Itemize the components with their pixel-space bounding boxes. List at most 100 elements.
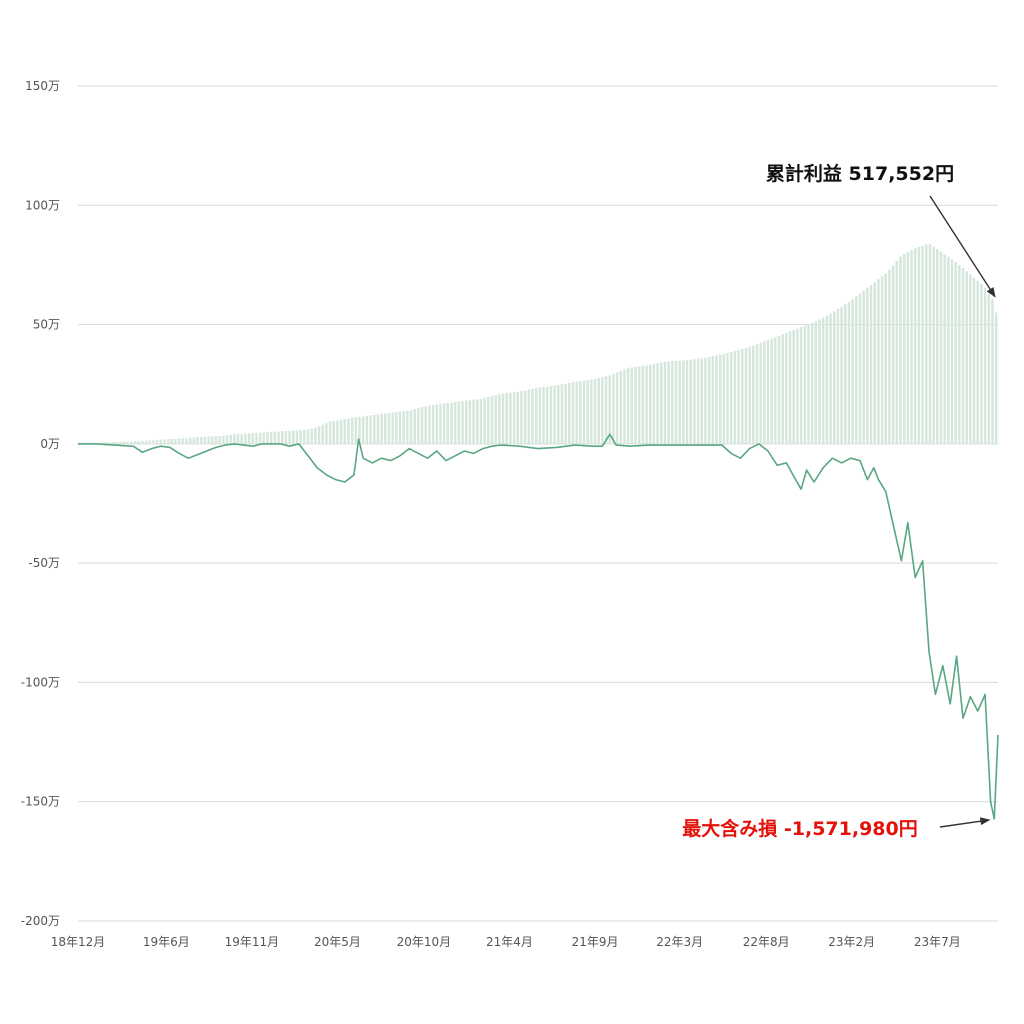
profit-bar [954, 261, 957, 444]
profit-bar [343, 419, 347, 444]
profit-bar [781, 334, 784, 444]
profit-bar [406, 410, 409, 444]
profit-bar [269, 431, 273, 444]
profit-bar [553, 385, 556, 444]
profit-bar [557, 385, 560, 444]
profit-bar [700, 358, 703, 444]
profit-bar [748, 346, 751, 444]
profit-bar [741, 349, 744, 444]
profit-bar [891, 265, 895, 444]
x-tick-label: 19年11月 [225, 935, 280, 949]
profit-bar [619, 371, 623, 444]
profit-bar [766, 340, 770, 444]
profit-bar [671, 361, 674, 444]
profit-bar [395, 412, 398, 444]
profit-bar [682, 360, 685, 444]
profit-bar [744, 347, 748, 444]
profit-bar [155, 439, 159, 444]
profit-bar [568, 382, 571, 444]
profit-bar [439, 404, 442, 444]
x-axis-tick-labels: 18年12月 19年6月 19年11月 20年5月 20年10月 21年4月 21年9月 22… [51, 935, 961, 949]
profit-bar [487, 397, 490, 444]
profit-bar [939, 251, 943, 444]
profit-bar [100, 442, 104, 444]
profit-bar [273, 431, 277, 444]
profit-bar [339, 419, 343, 444]
profit-bar [310, 428, 313, 444]
profit-bar [623, 369, 626, 444]
profit-bar [969, 274, 972, 444]
profit-bar [137, 441, 140, 444]
profit-bar [844, 304, 847, 444]
profit-bar [240, 433, 243, 444]
profit-bar [159, 439, 163, 444]
x-tick-label: 22年8月 [743, 935, 790, 949]
profit-bar [384, 413, 387, 444]
profit-bar [855, 296, 858, 444]
profit-bar [258, 432, 262, 444]
profit-bar [899, 256, 902, 444]
profit-bar [152, 440, 155, 444]
profit-bar [229, 434, 232, 444]
profit-bar [936, 249, 939, 444]
profit-bar [575, 381, 578, 444]
profit-bar [972, 277, 976, 444]
profit-bar [601, 377, 604, 444]
profit-bar [288, 430, 291, 444]
profit-bar [913, 248, 917, 444]
profit-bar [251, 433, 255, 444]
profit-bar [847, 301, 851, 444]
profit-bar [612, 373, 615, 444]
profit-bar [417, 408, 420, 444]
profit-bar [505, 393, 508, 444]
profit-bar [608, 375, 611, 444]
profit-bar [472, 399, 475, 444]
profit-bar [943, 254, 946, 444]
profit-bar [910, 250, 913, 444]
profit-bar [398, 411, 402, 444]
profit-bar [958, 264, 961, 444]
profit-bar [115, 441, 118, 444]
profit-bar [888, 269, 891, 444]
profit-bar [347, 418, 350, 444]
profit-bar [247, 433, 251, 444]
profit-bar [523, 390, 527, 444]
profit-bar [512, 392, 516, 444]
profit-bar [365, 415, 369, 444]
profit-bar [402, 411, 405, 444]
profit-bar [174, 438, 177, 444]
profit-bar [645, 365, 648, 444]
y-tick-label: 150万 [25, 79, 60, 93]
profit-bar [380, 414, 383, 444]
profit-bar [369, 415, 372, 444]
profit-bar [991, 299, 994, 444]
profit-bar [104, 442, 107, 444]
profit-bar [373, 414, 376, 444]
profit-bar [604, 376, 608, 444]
profit-bar [579, 381, 582, 444]
profit-bar [166, 439, 170, 444]
profit-bar [332, 420, 335, 444]
profit-bar [479, 398, 483, 444]
profit-bar [244, 433, 247, 444]
profit-bar [428, 405, 431, 444]
profit-bar [696, 358, 700, 444]
y-tick-label: -100万 [21, 675, 60, 689]
profit-bar [884, 273, 887, 444]
profit-bar [862, 290, 865, 444]
profit-bar [560, 384, 564, 444]
profit-bar [527, 389, 531, 444]
profit-bar [122, 441, 126, 444]
profit-bar [597, 378, 600, 444]
profit-bar [461, 401, 464, 444]
profit-bar [895, 260, 899, 444]
unrealized-pl-line [78, 433, 999, 820]
bar-series [78, 244, 998, 444]
profit-bar [266, 432, 269, 444]
profit-bar [133, 441, 137, 444]
profit-bar [144, 440, 148, 444]
profit-bar [873, 282, 876, 444]
profit-bar [785, 332, 788, 444]
profit-bar [303, 429, 306, 444]
profit-bar [111, 442, 115, 444]
